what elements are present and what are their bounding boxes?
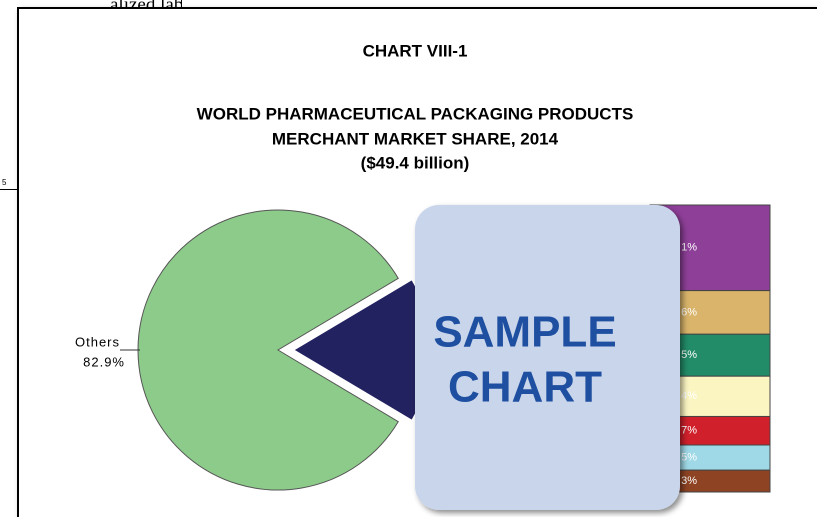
pie-label: Others [75,334,120,349]
bar-segment-label: 7% [681,425,697,437]
bar-segment-label: 4% [681,390,697,402]
watermark-box [415,205,680,510]
bar-segment-label: 5% [681,349,697,361]
background-text: 5 [2,178,7,187]
bar-segment-label: 6% [681,306,697,318]
chart-subtitle: WORLD PHARMACEUTICAL PACKAGING PRODUCTS [197,104,634,123]
pie-value-label: 82.9% [83,354,125,369]
watermark-text: SAMPLE [433,308,616,357]
bar-segment-label: 5% [681,451,697,463]
chart-title: CHART VIII-1 [363,41,468,60]
chart-subtitle: ($49.4 billion) [361,153,470,172]
chart-subtitle: MERCHANT MARKET SHARE, 2014 [272,129,559,148]
watermark-text: CHART [448,363,602,412]
bar-segment-label: 3% [681,475,697,487]
bar-segment-label: 1% [681,242,697,254]
